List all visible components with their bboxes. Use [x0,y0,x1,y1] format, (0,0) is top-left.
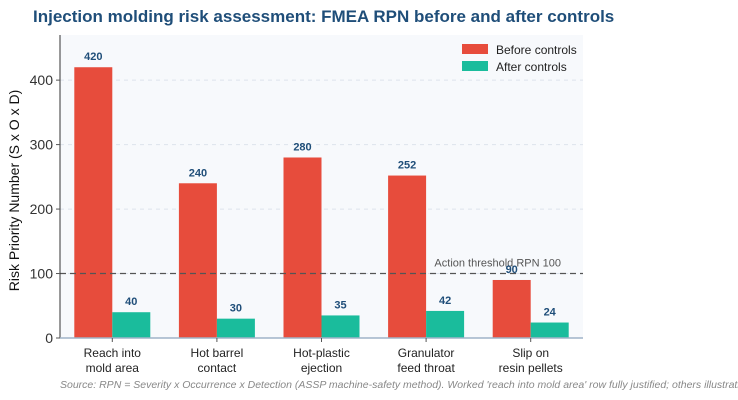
bar-after [530,322,569,338]
bar-before [74,67,113,338]
data-label: 252 [398,160,416,172]
y-ticks: 0 100 200 300 400 [30,72,60,346]
data-label: 280 [293,141,311,153]
x-tick-label: Hot-plastic ejection [293,346,350,375]
threshold: Action threshold RPN 100 [60,258,583,275]
data-label: 420 [84,51,102,63]
bar-before [178,183,217,338]
y-tick-label: 200 [30,201,54,217]
x-tick-label: Hot barrel contact [191,346,244,375]
legend-swatch [462,61,488,71]
y-tick-label: 300 [30,137,54,153]
y-axis-label: Risk Priority Number (S x O x D) [6,90,22,291]
bar-after [321,315,360,338]
legend-label: Before controls [496,43,577,57]
bar-after [112,312,151,338]
x-tick-label: Reach into mold area [84,346,142,375]
data-label: 90 [506,264,518,276]
y-tick-label: 400 [30,72,54,88]
legend-label: After controls [496,60,567,74]
bar-after [216,318,255,338]
bar-after [426,310,465,338]
bars [74,67,569,338]
y-tick-label: 100 [30,266,54,282]
data-label: 40 [125,296,137,308]
data-label: 35 [334,299,346,311]
threshold-label: Action threshold RPN 100 [434,258,561,270]
data-labels: 420 40 240 30 280 35 252 42 90 24 [84,51,557,318]
data-label: 24 [544,307,557,319]
source-note: Source: RPN = Severity x Occurrence x De… [60,379,738,391]
data-label: 30 [230,303,242,315]
bar-before [388,175,427,338]
bar-before [283,157,322,338]
x-tick-label: Slip on resin pellets [499,346,563,375]
y-tick-label: 0 [45,330,53,346]
x-tick-label: Granulator feed throat [397,346,455,375]
legend-swatch [462,44,488,54]
legend: Before controls After controls [462,43,577,74]
bar-before [492,279,531,338]
data-label: 240 [189,167,207,179]
x-ticks: Reach into mold area Hot barrel contact Hot-… [84,338,563,375]
chart-title: Injection molding risk assessment: FMEA … [33,7,614,26]
data-label: 42 [439,295,451,307]
